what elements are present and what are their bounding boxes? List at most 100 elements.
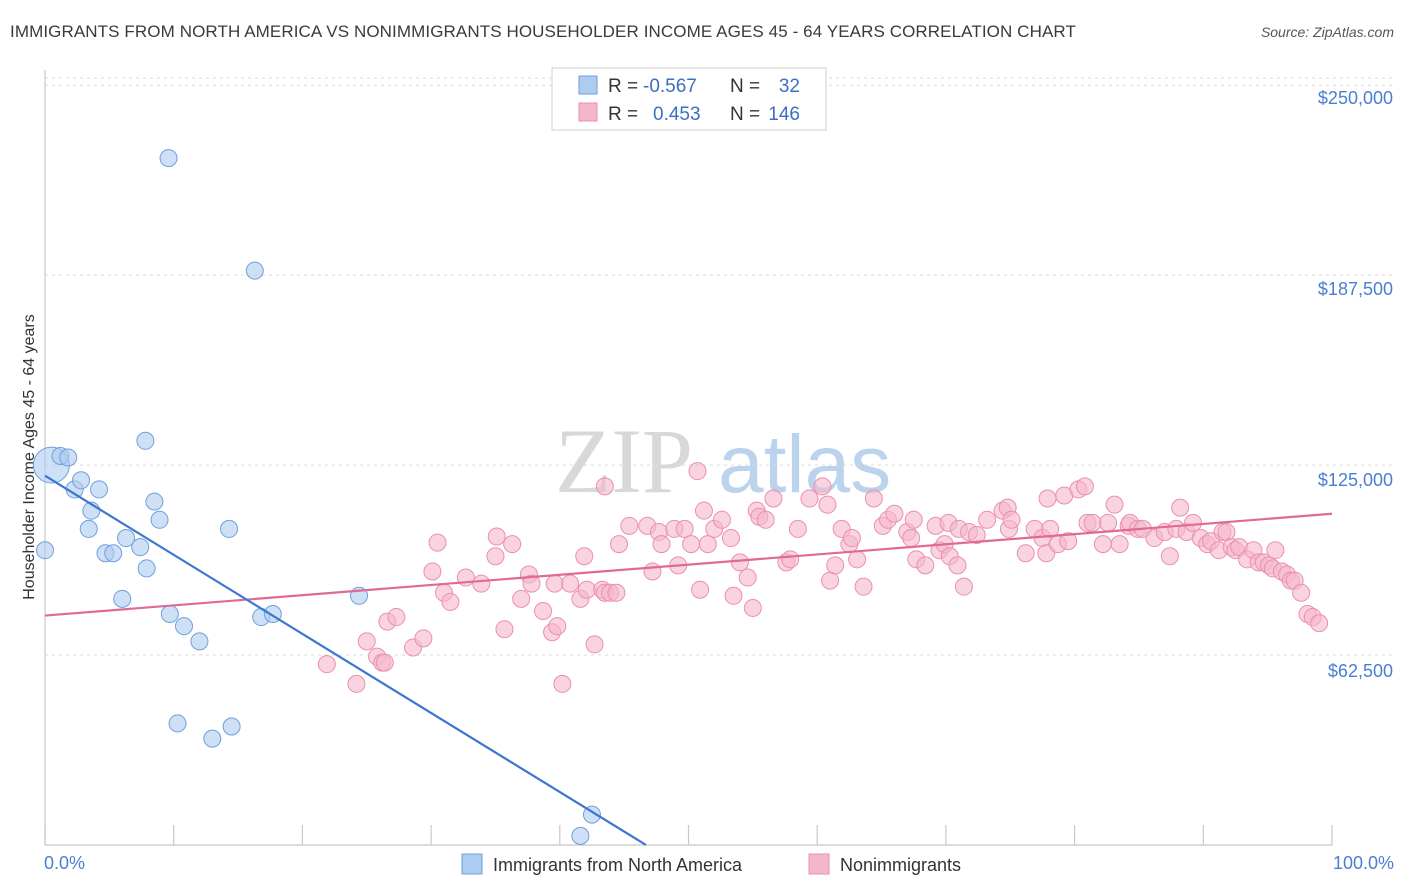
immigrants-trend-line (44, 474, 647, 846)
nonimmigrants-point-49 (691, 580, 710, 599)
legend-r-value-2: 0.453 (653, 104, 701, 125)
stats-legend: R = -0.567 N = 32 R = 0.453 N = 146 (551, 67, 827, 131)
immigrants-point-6 (90, 480, 109, 499)
nonimmigrants-point-38 (610, 535, 629, 554)
nonimmigrants-point-19 (503, 535, 522, 554)
immigrants-point-24 (222, 717, 241, 736)
immigrants-point-29 (571, 826, 590, 845)
gridlines (45, 77, 1393, 656)
nonimmigrants-point-18 (495, 620, 514, 639)
immigrants-point-10 (117, 529, 136, 548)
source-credit: Source: ZipAtlas.com (1260, 24, 1394, 40)
nonimmigrants-point-57 (738, 568, 757, 587)
nonimmigrants-point-69 (821, 571, 840, 590)
immigrants-point-12 (131, 538, 150, 557)
nonimmigrants-point-123 (1160, 547, 1179, 566)
nonimmigrants-point-99 (1002, 510, 1021, 529)
nonimmigrants-point-133 (1217, 522, 1236, 541)
nonimmigrants-point-112 (1083, 513, 1102, 532)
nonimmigrants-point-58 (743, 598, 762, 617)
nonimmigrants-point-2 (357, 632, 376, 651)
nonimmigrants-point-51 (698, 535, 717, 554)
nonimmigrants-point-113 (1093, 535, 1112, 554)
nonimmigrants-point-23 (534, 601, 553, 620)
legend-swatch-blue (578, 75, 598, 95)
immigrants-point-22 (203, 729, 222, 748)
nonimmigrants-point-25 (545, 574, 564, 593)
immigrants-point-7 (79, 519, 98, 538)
nonimmigrants-point-108 (1059, 532, 1078, 551)
nonimmigrants-point-84 (916, 556, 935, 575)
nonimmigrants-point-11 (428, 533, 447, 552)
nonimmigrants-point-43 (652, 535, 671, 554)
stats-legend-box (551, 67, 827, 131)
immigrants-point-14 (136, 431, 155, 450)
nonimmigrants-point-13 (441, 592, 460, 611)
nonimmigrants-point-7 (387, 608, 406, 627)
nonimmigrants-point-94 (967, 526, 986, 544)
immigrants-point-11 (113, 589, 132, 608)
nonimmigrants-trend-line (44, 512, 1333, 617)
series-legend-swatch-pink (808, 853, 830, 875)
chart-title: IMMIGRANTS FROM NORTH AMERICA VS NONIMMI… (10, 22, 1076, 41)
nonimmigrants-point-104 (1038, 489, 1057, 508)
immigrants-point-25 (245, 261, 264, 280)
nonimmigrants-point-17 (487, 527, 506, 546)
nonimmigrants-point-81 (902, 529, 921, 548)
nonimmigrants-point-47 (682, 535, 701, 554)
nonimmigrants-point-127 (1184, 513, 1203, 532)
immigrants-point-13 (137, 559, 156, 578)
nonimmigrants-point-28 (561, 574, 580, 593)
nonimmigrants-point-27 (553, 674, 572, 693)
immigrants-point-2 (59, 448, 78, 467)
series-legend-label-nonimmigrants: Nonimmigrants (840, 855, 961, 875)
nonimmigrants-point-90 (948, 556, 967, 575)
series-legend: Immigrants from North America Nonimmigra… (461, 853, 961, 875)
immigrants-point-16 (150, 510, 169, 529)
nonimmigrants-point-110 (1075, 477, 1094, 496)
nonimmigrants-point-76 (864, 489, 883, 508)
immigrants-point-17 (159, 149, 178, 168)
legend-n-label-1: N = (730, 76, 760, 97)
nonimmigrants-point-70 (826, 556, 845, 575)
nonimmigrants-point-32 (585, 635, 604, 654)
nonimmigrants-point-115 (1105, 495, 1124, 514)
legend-n-value-1: 32 (779, 76, 800, 97)
legend-r-label-1: R = (608, 76, 638, 97)
immigrants-point-18 (160, 605, 179, 624)
nonimmigrants-point-74 (848, 550, 867, 569)
legend-swatch-pink (578, 102, 598, 122)
nonimmigrants-point-46 (675, 519, 694, 538)
nonimmigrants-point-68 (818, 495, 837, 514)
nonimmigrants-point-55 (724, 586, 743, 605)
x-axis-ticks (44, 825, 1333, 845)
legend-r-value-1: -0.567 (643, 76, 697, 97)
nonimmigrants-point-48 (688, 462, 707, 481)
nonimmigrants-point-116 (1110, 535, 1129, 554)
nonimmigrants-point-79 (885, 504, 904, 523)
y-axis-label: Householder Income Ages 45 - 64 years (21, 314, 38, 600)
nonimmigrants-point-114 (1099, 513, 1118, 532)
watermark: ZIP atlas (555, 410, 891, 512)
nonimmigrants-point-5 (375, 653, 394, 672)
y-tick-labels: $250,000 $187,500 $125,000 $62,500 (1318, 88, 1393, 681)
nonimmigrants-point-10 (423, 562, 442, 581)
legend-n-label-2: N = (730, 104, 760, 125)
nonimmigrants-point-16 (486, 547, 505, 566)
legend-r-label-2: R = (608, 104, 638, 125)
immigrants-point-4 (72, 471, 91, 490)
nonimmigrants-points (317, 462, 1329, 693)
y-tick-250000: $250,000 (1318, 88, 1393, 108)
nonimmigrants-point-66 (800, 489, 819, 508)
nonimmigrants-point-41 (643, 562, 662, 581)
nonimmigrants-point-26 (548, 617, 567, 636)
immigrants-points (32, 149, 601, 845)
nonimmigrants-point-1 (347, 674, 366, 693)
immigrants-point-19 (168, 714, 187, 733)
series-legend-label-immigrants: Immigrants from North America (493, 855, 743, 875)
immigrants-point-15 (145, 492, 164, 511)
nonimmigrants-point-95 (978, 510, 997, 529)
nonimmigrants-point-9 (414, 629, 433, 648)
series-legend-swatch-blue (461, 853, 483, 875)
